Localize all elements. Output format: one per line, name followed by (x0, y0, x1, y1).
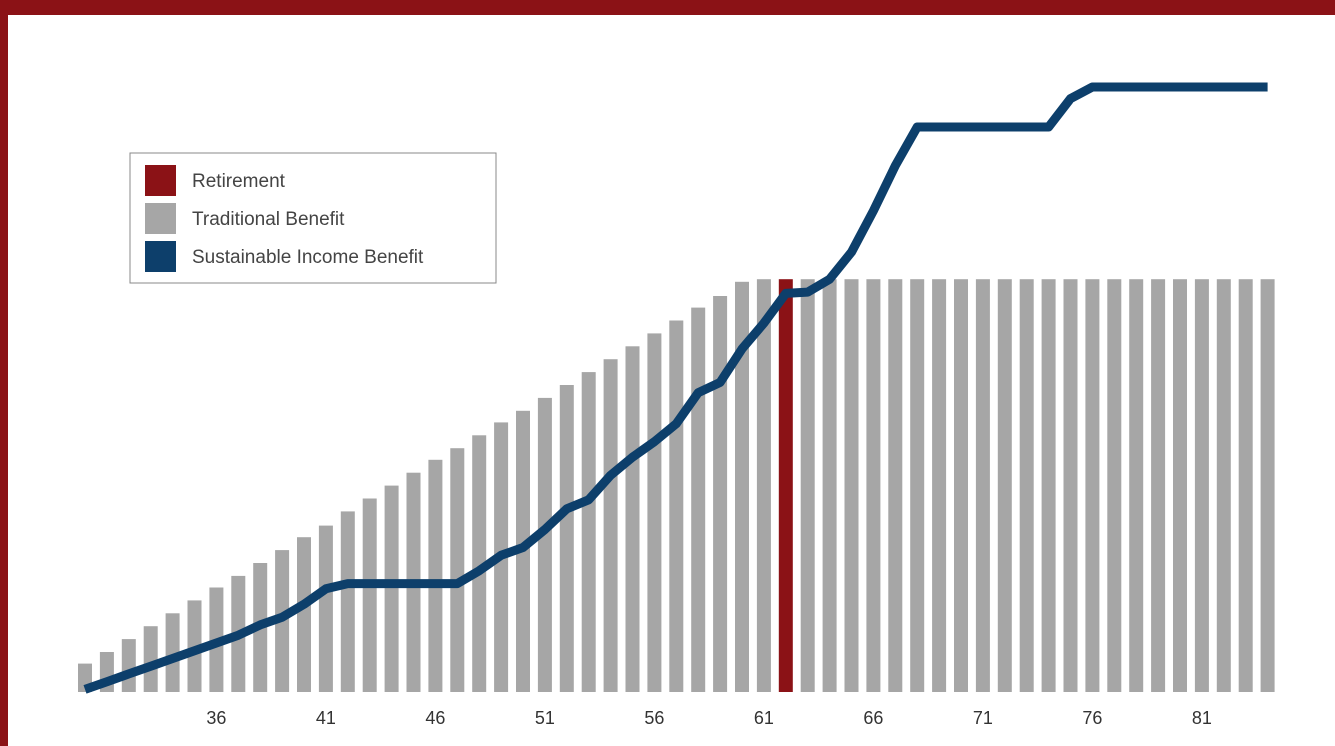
bar-age-78 (1129, 279, 1143, 692)
bar-age-66 (866, 279, 880, 692)
legend-swatch-traditional-benefit (145, 203, 176, 234)
bar-age-77 (1107, 279, 1121, 692)
bar-age-54 (604, 359, 618, 692)
x-tick-label-41: 41 (316, 708, 336, 728)
x-tick-label-46: 46 (425, 708, 445, 728)
bar-age-80 (1173, 279, 1187, 692)
bar-age-57 (669, 321, 683, 693)
bar-age-83 (1239, 279, 1253, 692)
chart-frame: 36 41 46 51 56 61 66 71 76 81 Retirement Traditio… (8, 15, 1335, 746)
bar-age-75 (1064, 279, 1078, 692)
x-tick-label-51: 51 (535, 708, 555, 728)
bar-age-73 (1020, 279, 1034, 692)
bar-age-44 (385, 486, 399, 692)
bar-age-76 (1085, 279, 1099, 692)
legend: Retirement Traditional Benefit Sustainab… (130, 153, 496, 283)
bar-age-55 (626, 346, 640, 692)
bar-age-70 (954, 279, 968, 692)
bar-age-52 (560, 385, 574, 692)
x-axis-tick-labels: 36 41 46 51 56 61 66 71 76 81 (206, 708, 1212, 728)
retirement-bar-62 (779, 279, 793, 692)
bar-age-43 (363, 499, 377, 693)
legend-swatch-retirement (145, 165, 176, 196)
bar-age-74 (1042, 279, 1056, 692)
benefit-chart: 36 41 46 51 56 61 66 71 76 81 Retirement Traditio… (8, 15, 1335, 746)
x-tick-label-71: 71 (973, 708, 993, 728)
bar-age-42 (341, 511, 355, 692)
bar-age-84 (1261, 279, 1275, 692)
bar-age-64 (823, 279, 837, 692)
bar-age-59 (713, 296, 727, 692)
x-tick-label-81: 81 (1192, 708, 1212, 728)
bar-age-46 (428, 460, 442, 692)
bar-age-67 (888, 279, 902, 692)
bar-age-32 (122, 639, 136, 692)
x-tick-label-66: 66 (863, 708, 883, 728)
bar-age-61 (757, 279, 771, 692)
legend-label-retirement: Retirement (192, 171, 286, 192)
bar-age-51 (538, 398, 552, 692)
bar-age-82 (1217, 279, 1231, 692)
bar-age-53 (582, 372, 596, 692)
bar-age-69 (932, 279, 946, 692)
bar-age-65 (845, 279, 859, 692)
bar-age-81 (1195, 279, 1209, 692)
legend-label-traditional-benefit: Traditional Benefit (192, 209, 345, 230)
bar-age-56 (647, 333, 661, 692)
bar-age-63 (801, 279, 815, 692)
x-tick-label-36: 36 (206, 708, 226, 728)
legend-label-sustainable-income-benefit: Sustainable Income Benefit (192, 247, 424, 268)
x-tick-label-61: 61 (754, 708, 774, 728)
legend-swatch-sustainable-income-benefit (145, 241, 176, 272)
bar-age-72 (998, 279, 1012, 692)
bar-age-33 (144, 626, 158, 692)
x-tick-label-76: 76 (1082, 708, 1102, 728)
bar-age-58 (691, 308, 705, 692)
bar-age-79 (1151, 279, 1165, 692)
bar-age-68 (910, 279, 924, 692)
x-tick-label-56: 56 (644, 708, 664, 728)
bar-age-40 (297, 537, 311, 692)
bar-age-41 (319, 526, 333, 692)
bar-age-71 (976, 279, 990, 692)
bar-age-47 (450, 448, 464, 692)
